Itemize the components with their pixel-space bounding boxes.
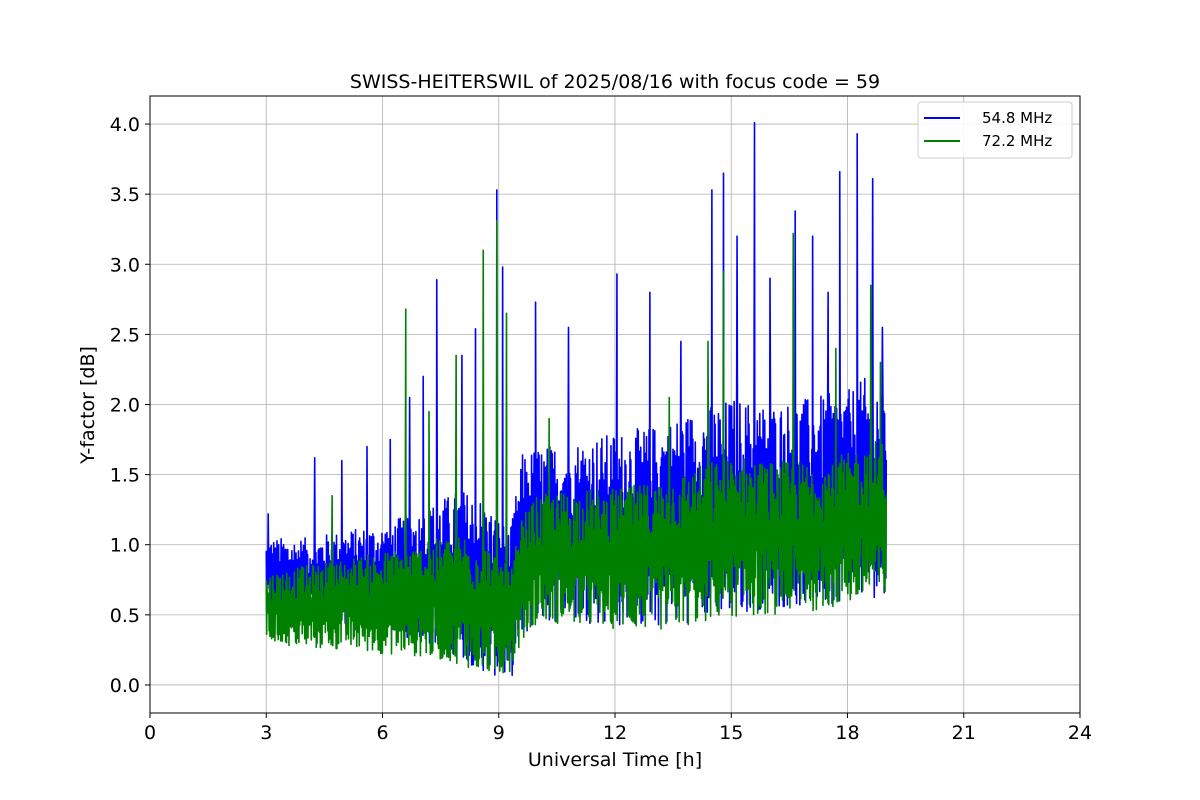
y-tick-label: 4.0 [110,114,140,136]
x-tick-label: 12 [603,722,627,744]
y-tick-label: 0.0 [110,675,140,697]
x-tick-label: 18 [835,722,859,744]
y-tick-label: 2.0 [110,395,140,417]
series-line-72-2-mhz [265,220,888,674]
x-axis-label: Universal Time [h] [528,749,702,771]
chart-title: SWISS-HEITERSWIL of 2025/08/16 with focu… [350,71,880,93]
x-tick-label: 3 [260,722,272,744]
y-axis-ticks: 0.0 0.5 1.0 1.5 2.0 2.5 3.0 3.5 4.0 [110,114,150,697]
x-tick-label: 21 [952,722,976,744]
x-tick-label: 9 [493,722,505,744]
legend-label-72-2-mhz: 72.2 MHz [982,132,1052,150]
x-tick-label: 15 [719,722,743,744]
legend-label-54-8-mhz: 54.8 MHz [982,109,1052,127]
x-tick-label: 6 [376,722,388,744]
y-tick-label: 3.5 [110,184,140,206]
y-tick-label: 1.5 [110,465,140,487]
legend-box [917,101,1073,159]
x-tick-label: 0 [144,722,156,744]
y-tick-label: 2.5 [110,324,140,346]
y-tick-label: 3.0 [110,254,140,276]
y-tick-label: 1.0 [110,535,140,557]
x-tick-label: 24 [1068,722,1092,744]
y-axis-label: Y-factor [dB] [77,346,99,465]
series-layer [265,121,888,676]
x-axis-ticks: 0 3 6 9 12 15 18 21 24 [144,713,1092,744]
y-tick-label: 0.5 [110,605,140,627]
legend: 54.8 MHz 72.2 MHz [917,101,1073,159]
